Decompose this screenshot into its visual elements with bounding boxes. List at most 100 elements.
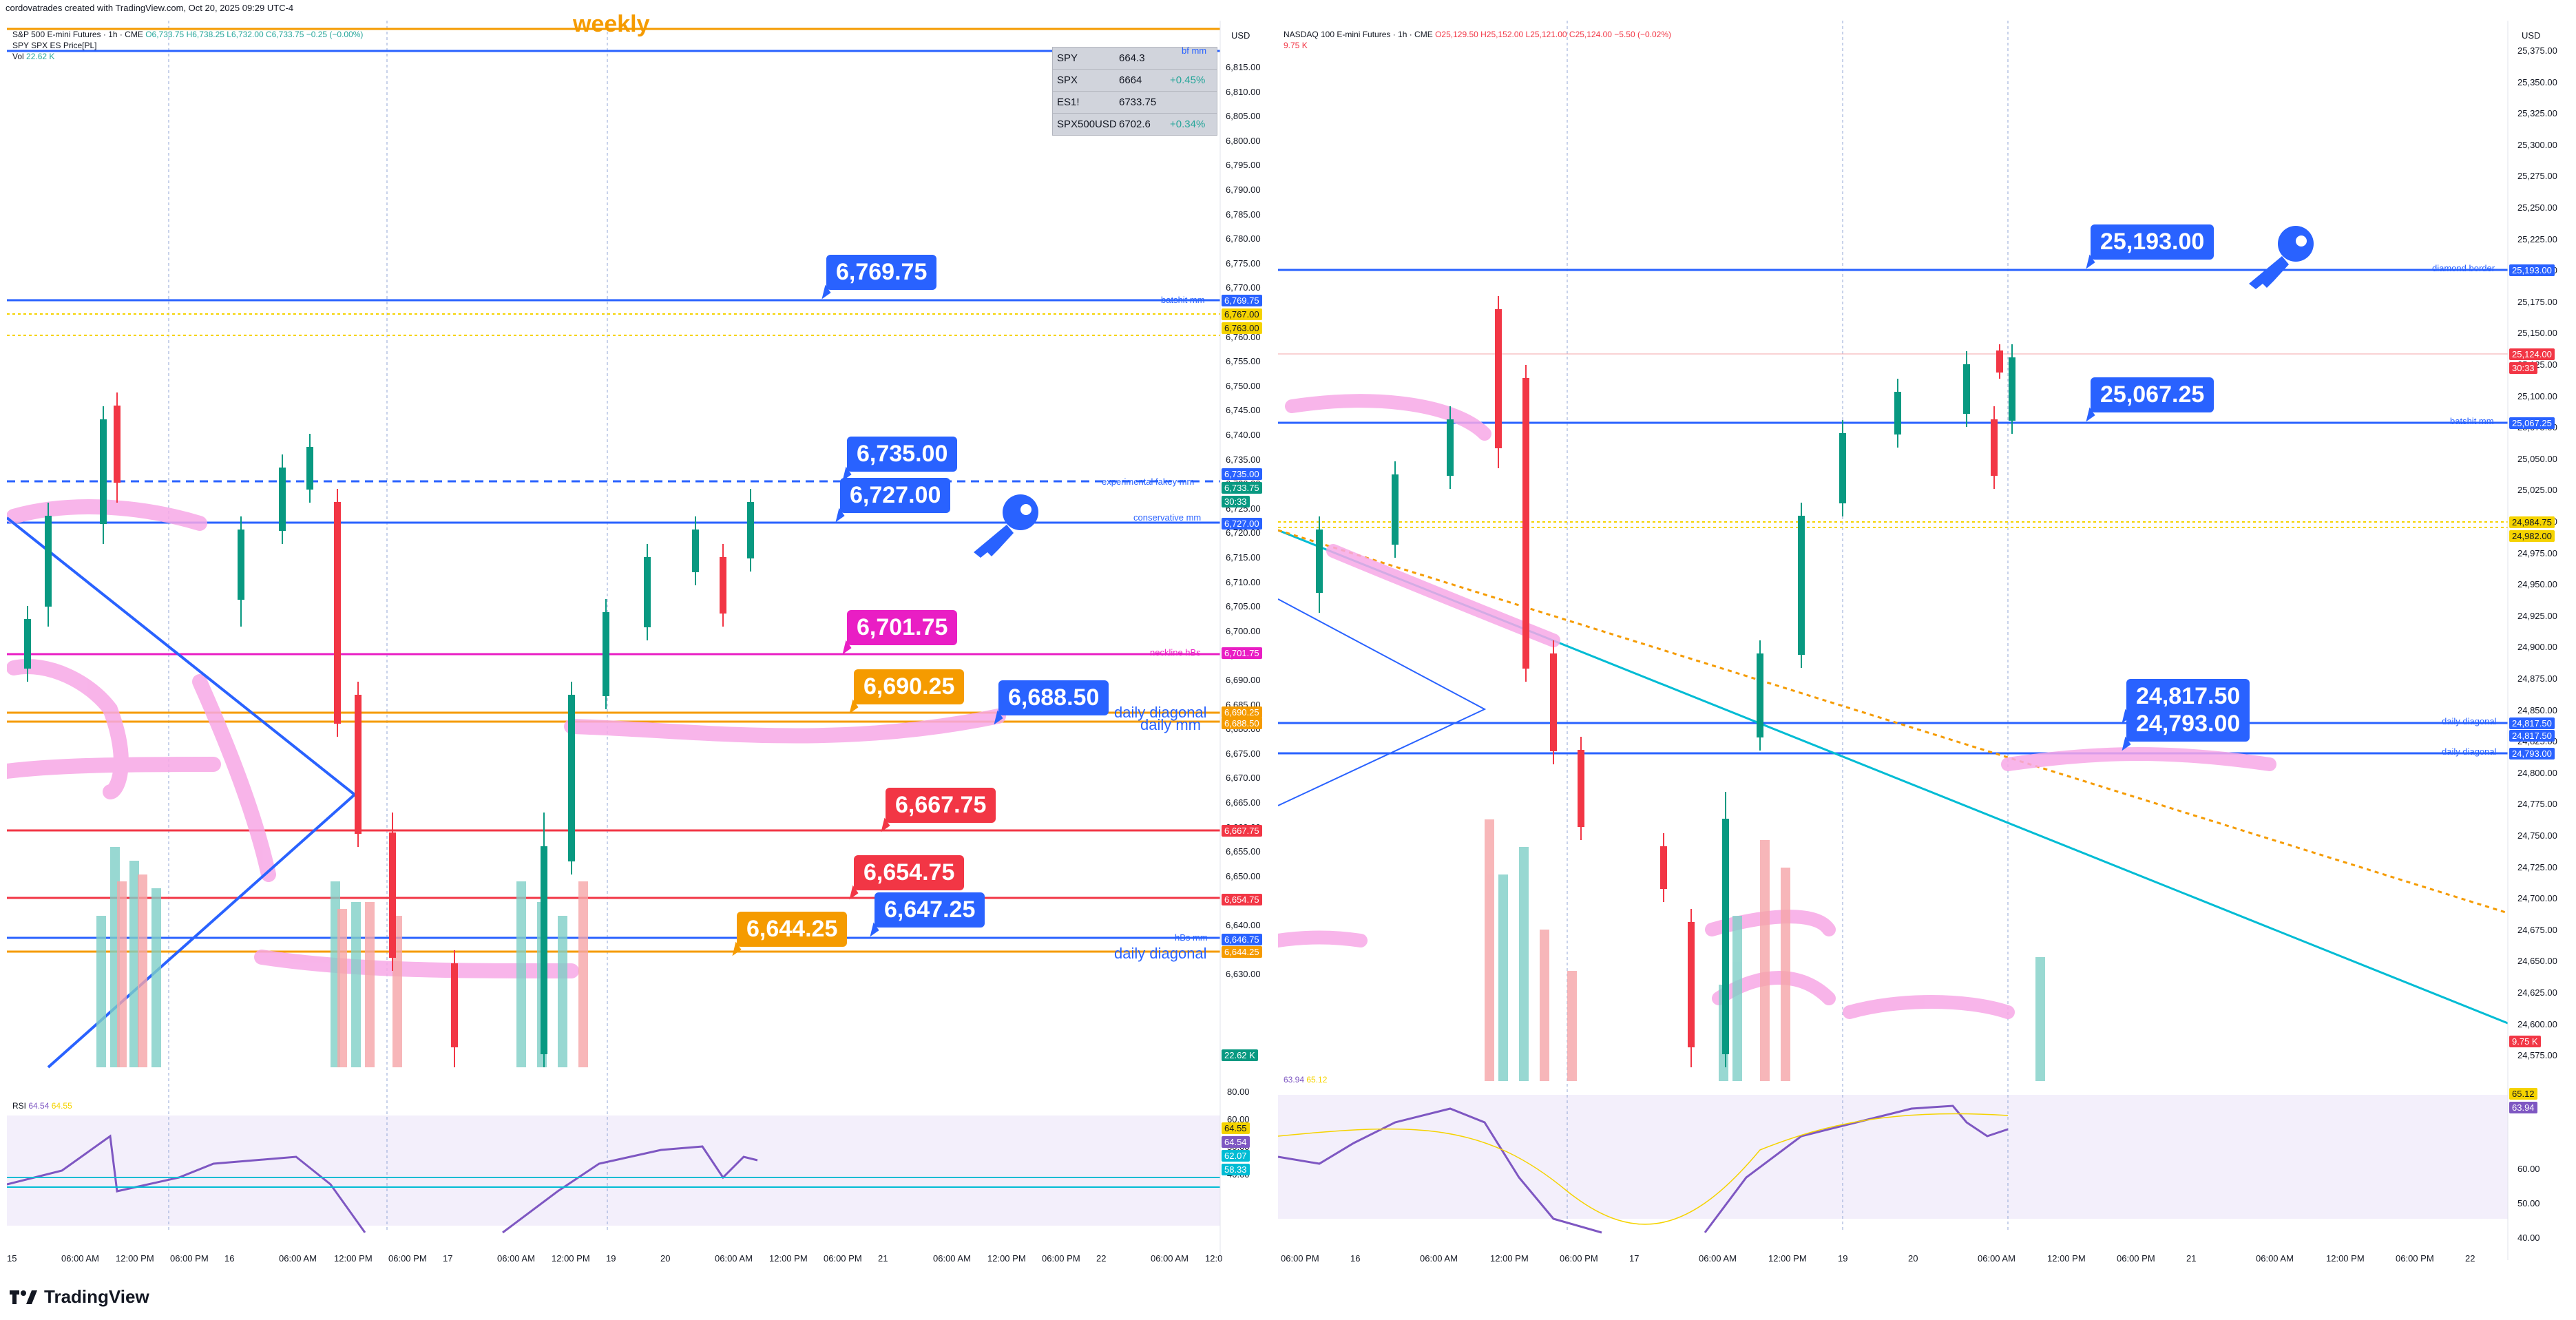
price-tag: 63.94	[2509, 1102, 2537, 1113]
price-scale-label: 6,705.00	[1226, 601, 1261, 612]
price-scale-label: 6,790.00	[1226, 185, 1261, 195]
price-scale-label: 6,815.00	[1226, 62, 1261, 72]
price-scale-label: 24,925.00	[2517, 610, 2557, 621]
watchlist-row[interactable]: SPX 6664 +0.45%	[1053, 70, 1217, 92]
right-chart-title[interactable]: NASDAQ 100 E-mini Futures · 1h · CME	[1284, 30, 1433, 39]
left-volume-label[interactable]: Vol	[12, 52, 24, 61]
price-scale-label: 25,375.00	[2517, 45, 2557, 56]
price-tag: 25,124.00	[2509, 348, 2555, 360]
price-scale-label: 25,300.00	[2517, 139, 2557, 150]
price-tag: 6,763.00	[1222, 322, 1262, 334]
price-scale-label: 24,600.00	[2517, 1018, 2557, 1029]
left-chart-title[interactable]: S&P 500 E-mini Futures · 1h · CME	[12, 30, 143, 39]
price-scale-label: 40.00	[2517, 1233, 2540, 1243]
line-label: conservative mm	[1133, 512, 1202, 523]
time-axis-label: 06:00 AM	[2256, 1253, 2294, 1264]
price-tag: 6,701.75	[1222, 647, 1262, 659]
price-scale-label: 6,740.00	[1226, 430, 1261, 440]
time-axis-label: 12:00 PM	[2047, 1253, 2086, 1264]
price-tag: 6,654.75	[1222, 894, 1262, 905]
time-axis-label: 06:00 PM	[1281, 1253, 1319, 1264]
price-tag: 24,817.50	[2509, 717, 2555, 729]
price-callout[interactable]: 6,769.75	[826, 255, 937, 290]
left-chart-pane[interactable]: S&P 500 E-mini Futures · 1h · CME O6,733…	[7, 11, 1267, 1274]
price-callout[interactable]: 6,688.50	[998, 680, 1109, 715]
left-rsi-legend[interactable]: RSI 64.54 64.55	[12, 1100, 72, 1111]
line-label: daily diagonal	[2442, 746, 2497, 757]
price-scale-label: 25,175.00	[2517, 296, 2557, 307]
price-scale-label: 6,735.00	[1226, 454, 1261, 465]
price-callout[interactable]: 25,193.00	[2091, 224, 2214, 260]
price-tag: 6,644.25	[1222, 946, 1262, 958]
price-tag: 6,688.50	[1222, 717, 1262, 729]
daily-mm-label: daily mm	[1140, 716, 1202, 733]
time-axis-label: 12:00 PM	[116, 1253, 154, 1264]
price-tag: 25,193.00	[2509, 264, 2555, 276]
watchlist-row[interactable]: SPX500USD 6702.6 +0.34%	[1057, 118, 1206, 130]
left-chart-canvas[interactable]	[7, 21, 1267, 1274]
price-scale-label: 6,665.00	[1226, 797, 1261, 808]
price-scale-label: 25,350.00	[2517, 76, 2557, 87]
time-axis-label: 06:00 PM	[388, 1253, 427, 1264]
price-callout[interactable]: 25,067.25	[2091, 377, 2214, 412]
price-tag: 30:33	[2509, 362, 2537, 374]
right-chart-canvas[interactable]	[1278, 21, 2573, 1274]
price-scale-label: 24,725.00	[2517, 861, 2557, 872]
price-callout[interactable]: 24,793.00	[2126, 706, 2250, 742]
tradingview-logo[interactable]: TradingView	[10, 1286, 149, 1308]
time-axis-label: 22	[2465, 1253, 2475, 1264]
price-scale-label: 6,760.00	[1226, 331, 1261, 342]
right-chart-pane[interactable]: NASDAQ 100 E-mini Futures · 1h · CME O25…	[1278, 21, 2573, 1274]
time-axis-label: 06:00 AM	[1420, 1253, 1458, 1264]
right-rsi-legend[interactable]: 63.94 65.12	[1284, 1074, 1327, 1085]
time-axis-label: 06:00 AM	[1699, 1253, 1737, 1264]
price-scale-label: 25,250.00	[2517, 202, 2557, 213]
price-scale-label: 24,875.00	[2517, 673, 2557, 684]
price-tag: 24,793.00	[2509, 748, 2555, 759]
watchlist-table[interactable]: SPY 664.3 SPX 6664 +0.45% ES1! 6733.75 SPX50…	[1052, 47, 1217, 136]
price-scale-label: 25,325.00	[2517, 108, 2557, 119]
time-axis-label: 12:00 PM	[334, 1253, 373, 1264]
time-axis-label: 19	[1838, 1253, 1848, 1264]
price-tag: 6,767.00	[1222, 308, 1262, 320]
time-axis-label: 21	[2186, 1253, 2197, 1264]
price-tag: 65.12	[2509, 1088, 2537, 1100]
price-callout[interactable]: 6,644.25	[737, 912, 848, 947]
watchlist-row[interactable]: SPY 664.3	[1053, 48, 1217, 70]
price-scale-label: 24,950.00	[2517, 579, 2557, 590]
price-callout[interactable]: 6,735.00	[847, 437, 958, 472]
price-scale-label: 6,770.00	[1226, 282, 1261, 293]
time-axis-label: 12:0	[1205, 1253, 1223, 1264]
price-scale-label: 6,795.00	[1226, 160, 1261, 171]
watchlist-row[interactable]: ES1! 6733.75	[1053, 92, 1217, 114]
time-axis-label: 06:00 PM	[170, 1253, 209, 1264]
price-callout[interactable]: 6,647.25	[875, 892, 985, 928]
price-callout[interactable]: 6,690.25	[854, 669, 965, 704]
price-scale-label: 6,710.00	[1226, 576, 1261, 587]
rsi-label: RSI	[12, 1101, 27, 1111]
price-tag: 6,690.25	[1222, 706, 1262, 718]
price-scale-label: 24,700.00	[2517, 893, 2557, 904]
right-chart-legend: NASDAQ 100 E-mini Futures · 1h · CME O25…	[1284, 29, 1671, 51]
price-callout[interactable]: 6,654.75	[854, 855, 965, 890]
price-tag: 62.07	[1222, 1150, 1250, 1162]
price-scale-label: 6,630.00	[1226, 969, 1261, 980]
price-scale-label: 24,650.00	[2517, 956, 2557, 967]
key-icon	[2249, 226, 2314, 289]
rsi-value: 64.54	[28, 1101, 50, 1111]
price-tag: 6,646.75	[1222, 934, 1262, 945]
price-tag: 25,067.25	[2509, 417, 2555, 429]
time-axis-label: 16	[1350, 1253, 1361, 1264]
daily-diagonal-label: daily diagonal	[1114, 945, 1207, 962]
time-axis-label: 06:00 AM	[715, 1253, 753, 1264]
time-axis-label: 06:00 AM	[1978, 1253, 2015, 1264]
price-callout[interactable]: 6,727.00	[840, 478, 951, 513]
price-scale-label: 24,675.00	[2517, 924, 2557, 935]
time-axis-label: 12:00 PM	[1768, 1253, 1807, 1264]
rsi-value: 63.94	[1284, 1075, 1305, 1085]
time-axis-label: 12:00 PM	[769, 1253, 808, 1264]
price-callout[interactable]: 6,667.75	[886, 788, 996, 823]
left-chart-indicator[interactable]: SPY SPX ES Price[PL]	[12, 41, 97, 50]
price-callout[interactable]: 6,701.75	[847, 610, 958, 645]
price-scale-label: 6,810.00	[1226, 86, 1261, 97]
